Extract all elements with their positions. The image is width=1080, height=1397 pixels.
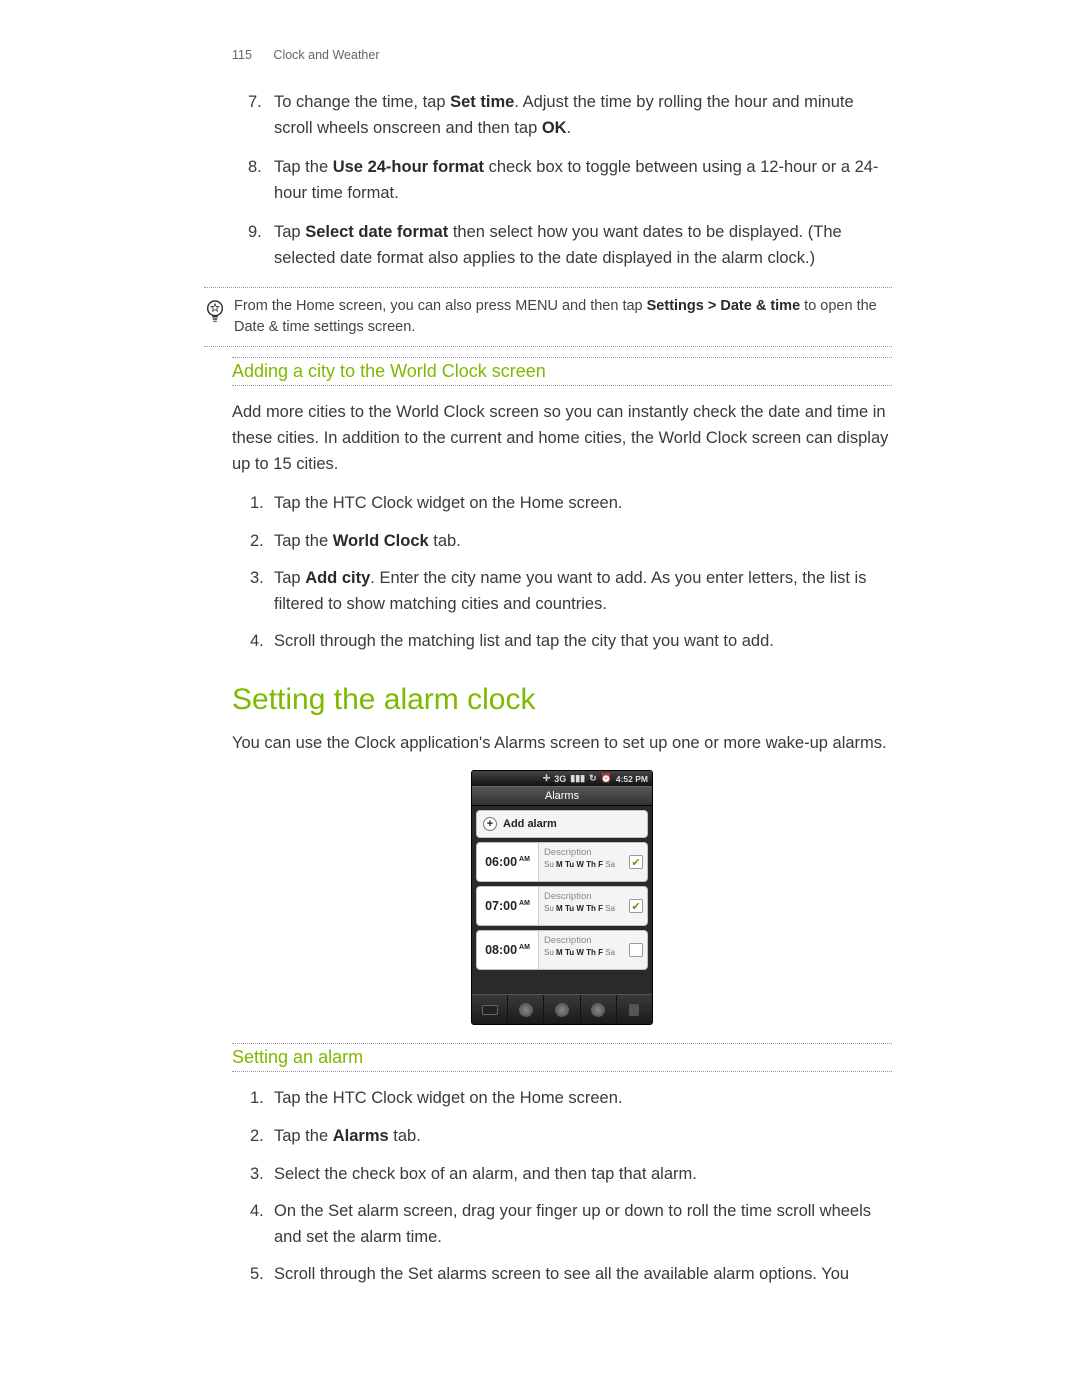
tip-bold: Settings > Date & time [647, 298, 801, 314]
page-number: 115 [232, 48, 252, 62]
alarm-time: 07:00AM [477, 887, 539, 925]
alarm-time: 06:00AM [477, 843, 539, 881]
list-item: 4.On the Set alarm screen, drag your fin… [274, 1199, 892, 1250]
list-item: 3.Select the check box of an alarm, and … [274, 1162, 892, 1188]
network-3g-icon: 3G [554, 774, 566, 784]
phone-screenshot: ✛ 3G ▮▮▮ ↻ ⏰ 4:52 PM Alarms + Add alarm … [232, 770, 892, 1025]
list-item: 7.To change the time, tap Set time. Adju… [274, 90, 892, 141]
gps-icon: ✛ [543, 773, 551, 784]
list-item: 8.Tap the Use 24-hour format check box t… [274, 155, 892, 206]
list-item: 3.Tap Add city. Enter the city name you … [274, 566, 892, 617]
list-number: 5. [250, 1262, 264, 1288]
page-header: 115 Clock and Weather [232, 48, 892, 62]
list-item: 1.Tap the HTC Clock widget on the Home s… [274, 491, 892, 517]
list-item: 2.Tap the Alarms tab. [274, 1124, 892, 1150]
list-number: 2. [250, 1124, 264, 1150]
add-alarm-row[interactable]: + Add alarm [476, 810, 648, 838]
tab-clock[interactable] [472, 995, 508, 1024]
alarm-details: DescriptionSu M Tu W Th F Sa [539, 843, 625, 881]
alarm-checkbox[interactable]: ✔ [625, 843, 647, 881]
alarm-intro: You can use the Clock application's Alar… [232, 731, 892, 757]
alarm-set-icon: ⏰ [601, 773, 612, 784]
phone-statusbar: ✛ 3G ▮▮▮ ↻ ⏰ 4:52 PM [472, 771, 652, 786]
list-item: 9.Tap Select date format then select how… [274, 220, 892, 271]
signal-icon: ▮▮▮ [570, 773, 585, 784]
status-time: 4:52 PM [616, 774, 648, 784]
tab-worldclock[interactable] [508, 995, 544, 1024]
alarm-details: DescriptionSu M Tu W Th F Sa [539, 887, 625, 925]
alarm-time: 08:00AM [477, 931, 539, 969]
list-number: 1. [250, 1086, 264, 1112]
alarm-row[interactable]: 06:00AMDescriptionSu M Tu W Th F Sa✔ [476, 842, 648, 882]
list-number: 4. [250, 629, 264, 655]
add-alarm-label: Add alarm [503, 818, 557, 830]
list-number: 3. [250, 1162, 264, 1188]
list-number: 2. [250, 529, 264, 555]
list-number: 3. [250, 566, 264, 592]
tip-callout: From the Home screen, you can also press… [204, 287, 892, 347]
alarm-details: DescriptionSu M Tu W Th F Sa [539, 931, 625, 969]
world-clock-steps: 1.Tap the HTC Clock widget on the Home s… [274, 491, 892, 655]
alarm-checkbox[interactable] [625, 931, 647, 969]
set-alarm-steps: 1.Tap the HTC Clock widget on the Home s… [274, 1086, 892, 1287]
tip-text: From the Home screen, you can also press… [234, 296, 892, 338]
list-item: 1.Tap the HTC Clock widget on the Home s… [274, 1086, 892, 1112]
sync-icon: ↻ [589, 773, 597, 784]
list-number: 8. [248, 155, 262, 181]
plus-icon: + [483, 817, 497, 831]
tab-alarms[interactable] [617, 995, 652, 1024]
list-number: 9. [248, 220, 262, 246]
alarm-row[interactable]: 08:00AMDescriptionSu M Tu W Th F Sa [476, 930, 648, 970]
list-number: 1. [250, 491, 264, 517]
tab-timer[interactable] [581, 995, 617, 1024]
phone-bottom-tabs[interactable] [472, 994, 652, 1024]
list-item: 4.Scroll through the matching list and t… [274, 629, 892, 655]
list-item: 2.Tap the World Clock tab. [274, 529, 892, 555]
list-number: 4. [250, 1199, 264, 1225]
subheading-setting-alarm: Setting an alarm [232, 1047, 892, 1072]
alarm-checkbox[interactable]: ✔ [625, 887, 647, 925]
time-settings-list: 7.To change the time, tap Set time. Adju… [274, 90, 892, 271]
phone-titlebar: Alarms [472, 786, 652, 806]
tip-pre: From the Home screen, you can also press… [234, 298, 647, 314]
world-clock-intro: Add more cities to the World Clock scree… [232, 400, 892, 477]
lightbulb-icon [204, 298, 228, 331]
tab-stopwatch[interactable] [544, 995, 580, 1024]
section-title-alarm: Setting the alarm clock [232, 683, 892, 717]
subheading-world-clock: Adding a city to the World Clock screen [232, 361, 892, 386]
list-item: 5.Scroll through the Set alarms screen t… [274, 1262, 892, 1288]
alarm-row[interactable]: 07:00AMDescriptionSu M Tu W Th F Sa✔ [476, 886, 648, 926]
section-name: Clock and Weather [273, 48, 379, 62]
list-number: 7. [248, 90, 262, 116]
